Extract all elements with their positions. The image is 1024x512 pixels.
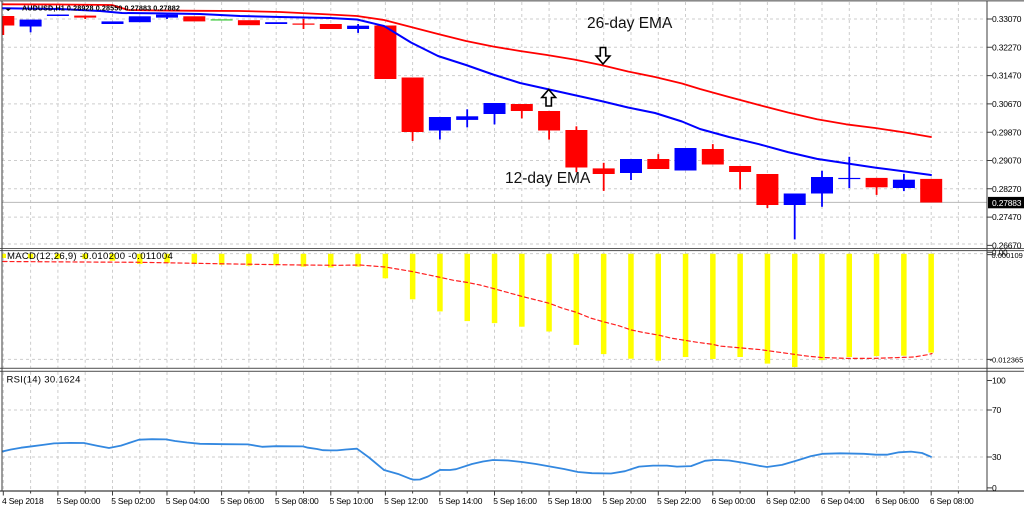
svg-text:5 Sep 08:00: 5 Sep 08:00 (275, 496, 319, 506)
svg-text:12-day EMA: 12-day EMA (505, 170, 591, 187)
svg-text:70: 70 (992, 405, 1002, 415)
svg-text:6 Sep 08:00: 6 Sep 08:00 (930, 496, 974, 506)
svg-text:MACD(12,26,9) -0.010200 -0.011: MACD(12,26,9) -0.010200 -0.011004 (7, 251, 173, 262)
svg-text:5 Sep 00:00: 5 Sep 00:00 (57, 496, 101, 506)
svg-text:0.000109: 0.000109 (992, 251, 1023, 260)
svg-text:0: 0 (992, 483, 997, 493)
svg-text:0.30670: 0.30670 (992, 99, 1022, 109)
svg-text:6 Sep 00:00: 6 Sep 00:00 (712, 496, 756, 506)
svg-text:5 Sep 20:00: 5 Sep 20:00 (602, 496, 646, 506)
svg-text:0.28270: 0.28270 (992, 184, 1022, 194)
svg-text:5 Sep 14:00: 5 Sep 14:00 (439, 496, 483, 506)
svg-text:0.27470: 0.27470 (992, 212, 1022, 222)
svg-text:4 Sep 2018: 4 Sep 2018 (2, 496, 44, 506)
svg-text:0.26670: 0.26670 (992, 241, 1022, 251)
svg-text:5 Sep 18:00: 5 Sep 18:00 (548, 496, 592, 506)
svg-text:0.31470: 0.31470 (992, 71, 1022, 81)
svg-text:RSI(14) 30.1624: RSI(14) 30.1624 (7, 375, 81, 386)
svg-text:6 Sep 06:00: 6 Sep 06:00 (875, 496, 919, 506)
svg-text:30: 30 (992, 452, 1002, 462)
svg-text:5 Sep 10:00: 5 Sep 10:00 (330, 496, 374, 506)
svg-text:0.27883: 0.27883 (992, 198, 1022, 208)
svg-text:-0.012365: -0.012365 (990, 356, 1024, 365)
svg-text:26-day EMA: 26-day EMA (587, 15, 673, 32)
svg-text:0.32270: 0.32270 (992, 42, 1022, 52)
svg-text:6 Sep 02:00: 6 Sep 02:00 (766, 496, 810, 506)
svg-text:AUDUSD,H1 0.28928 0.28550 0.2: AUDUSD,H1 0.28928 0.28550 0.27883 0.2788… (22, 3, 180, 12)
svg-text:5 Sep 02:00: 5 Sep 02:00 (111, 496, 155, 506)
svg-text:0.00: 0.00 (992, 249, 1008, 258)
svg-text:5 Sep 12:00: 5 Sep 12:00 (384, 496, 428, 506)
svg-text:0.29070: 0.29070 (992, 156, 1022, 166)
svg-text:0.33070: 0.33070 (992, 14, 1022, 24)
svg-text:100: 100 (992, 376, 1006, 386)
svg-text:0.29870: 0.29870 (992, 127, 1022, 137)
svg-text:5 Sep 04:00: 5 Sep 04:00 (166, 496, 210, 506)
svg-text:5 Sep 22:00: 5 Sep 22:00 (657, 496, 701, 506)
svg-text:5 Sep 06:00: 5 Sep 06:00 (220, 496, 264, 506)
svg-text:6 Sep 04:00: 6 Sep 04:00 (821, 496, 865, 506)
svg-text:5 Sep 16:00: 5 Sep 16:00 (493, 496, 537, 506)
